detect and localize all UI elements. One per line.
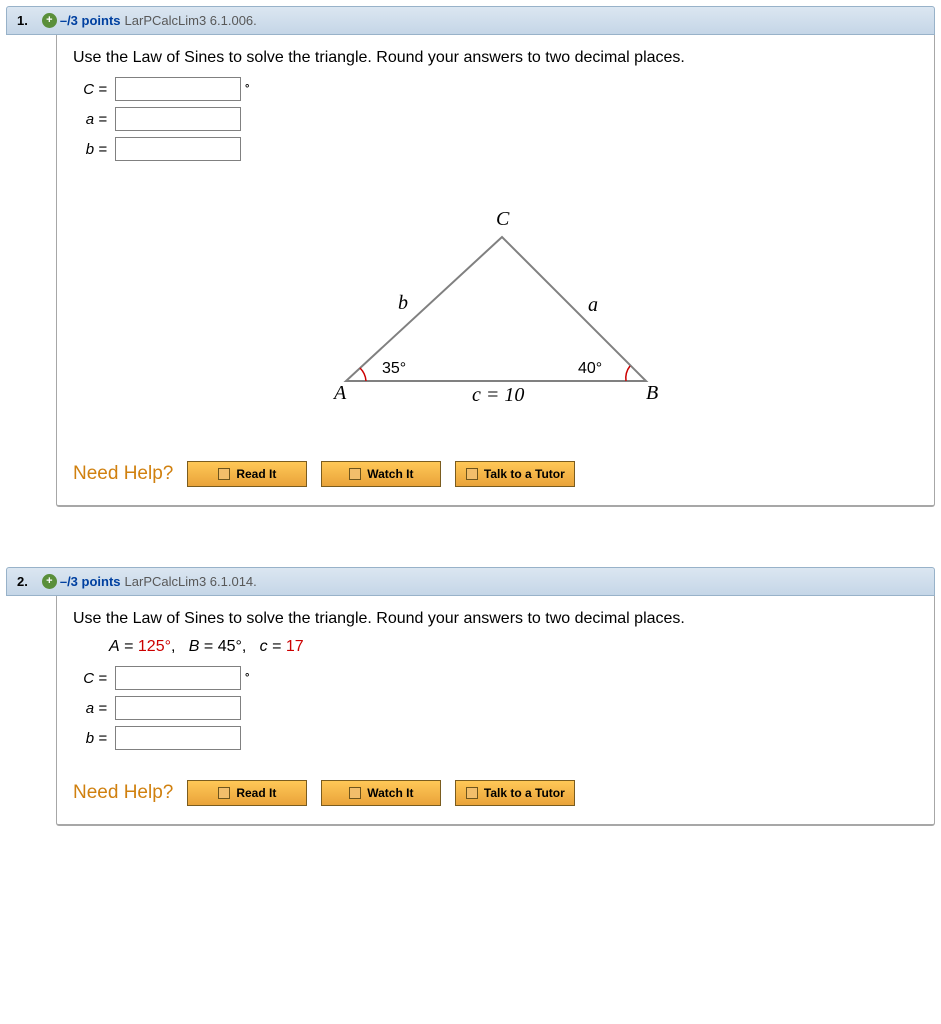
answer-var: b = <box>73 141 107 158</box>
svg-text:B: B <box>646 382 658 404</box>
svg-text:40°: 40° <box>578 360 602 377</box>
answer-var: C = <box>73 81 107 98</box>
svg-text:b: b <box>398 292 408 314</box>
watch-it-button[interactable]: Watch It <box>321 780 441 806</box>
expand-icon[interactable]: + <box>42 574 57 589</box>
question-prompt: Use the Law of Sines to solve the triang… <box>73 49 918 67</box>
triangle-diagram: A B C b a c = 10 35° 40° <box>73 201 918 431</box>
answer-var: a = <box>73 700 107 717</box>
question-body: Use the Law of Sines to solve the triang… <box>56 35 935 507</box>
watch-it-button[interactable]: Watch It <box>321 461 441 487</box>
svg-text:A: A <box>332 382 347 404</box>
talk-to-tutor-button[interactable]: Talk to a Tutor <box>455 780 575 806</box>
question-body: Use the Law of Sines to solve the triang… <box>56 596 935 826</box>
given-values: A = 125°, B = 45°, c = 17 <box>109 638 918 656</box>
question-source: LarPCalcLim3 6.1.014. <box>125 574 257 589</box>
answer-var: C = <box>73 670 107 687</box>
question-header: 2. + –/3 points LarPCalcLim3 6.1.014. <box>6 567 935 596</box>
answer-row-b: b = <box>73 137 918 161</box>
answer-input-b[interactable] <box>115 726 241 750</box>
need-help-row: Need Help? Read It Watch It Talk to a Tu… <box>73 461 918 487</box>
expand-icon[interactable]: + <box>42 13 57 28</box>
answer-input-a[interactable] <box>115 107 241 131</box>
read-it-button[interactable]: Read It <box>187 780 307 806</box>
answer-input-b[interactable] <box>115 137 241 161</box>
answer-row-b: b = <box>73 726 918 750</box>
svg-text:35°: 35° <box>382 360 406 377</box>
answer-input-a[interactable] <box>115 696 241 720</box>
question-2: 2. + –/3 points LarPCalcLim3 6.1.014. Us… <box>6 567 935 826</box>
answer-var: b = <box>73 730 107 747</box>
question-number: 2. <box>17 574 28 589</box>
svg-text:c = 10: c = 10 <box>472 384 524 406</box>
answer-input-C[interactable] <box>115 77 241 101</box>
need-help-label: Need Help? <box>73 782 173 804</box>
answer-row-C: C = ° <box>73 77 918 101</box>
question-source: LarPCalcLim3 6.1.006. <box>125 13 257 28</box>
read-it-button[interactable]: Read It <box>187 461 307 487</box>
question-prompt: Use the Law of Sines to solve the triang… <box>73 610 918 628</box>
points-label: –/3 points <box>60 13 121 28</box>
answer-var: a = <box>73 111 107 128</box>
talk-to-tutor-button[interactable]: Talk to a Tutor <box>455 461 575 487</box>
answer-row-C: C = ° <box>73 666 918 690</box>
question-number: 1. <box>17 13 28 28</box>
question-header: 1. + –/3 points LarPCalcLim3 6.1.006. <box>6 6 935 35</box>
need-help-label: Need Help? <box>73 463 173 485</box>
answer-row-a: a = <box>73 696 918 720</box>
svg-text:C: C <box>496 208 510 230</box>
svg-text:a: a <box>588 294 598 316</box>
question-1: 1. + –/3 points LarPCalcLim3 6.1.006. Us… <box>6 6 935 507</box>
answer-unit: ° <box>245 83 249 95</box>
answer-unit: ° <box>245 672 249 684</box>
need-help-row: Need Help? Read It Watch It Talk to a Tu… <box>73 780 918 806</box>
answer-row-a: a = <box>73 107 918 131</box>
answer-input-C[interactable] <box>115 666 241 690</box>
points-label: –/3 points <box>60 574 121 589</box>
